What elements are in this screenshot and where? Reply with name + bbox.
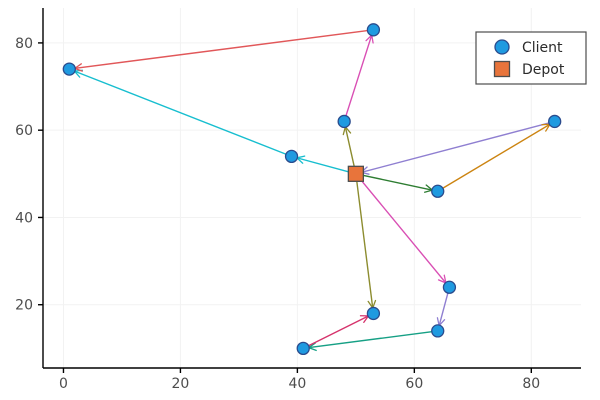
route-arc xyxy=(290,155,357,175)
client-node[interactable] xyxy=(284,149,299,164)
route-route-1 xyxy=(68,68,357,175)
route-arc xyxy=(343,120,357,175)
x-tick-label: 20 xyxy=(172,376,190,392)
nodes xyxy=(62,23,562,356)
route-arc xyxy=(343,29,375,123)
client-node[interactable] xyxy=(337,114,351,129)
y-tick-label: 40 xyxy=(15,210,33,226)
y-tick-label: 80 xyxy=(15,36,33,52)
route-arc xyxy=(437,286,451,332)
x-tick-label: 40 xyxy=(288,376,306,392)
client-node[interactable] xyxy=(442,280,457,294)
legend-marker-circle xyxy=(494,39,510,55)
legend-entry-depot[interactable]: Depot xyxy=(493,60,565,79)
route-arcs xyxy=(68,29,556,352)
route-arc xyxy=(437,120,556,192)
route-arc xyxy=(355,173,375,315)
route-route-8 xyxy=(302,330,439,352)
route-arc xyxy=(68,68,293,158)
x-tick-label: 0 xyxy=(59,376,68,392)
legend-label: Depot xyxy=(522,62,565,78)
client-node[interactable] xyxy=(366,306,381,321)
legend: Client Depot xyxy=(475,31,587,85)
route-arc xyxy=(302,330,439,350)
tick-labels: 0 20 40 60 80 20 40 60 80 xyxy=(15,36,540,392)
legend-marker-square xyxy=(493,60,511,78)
x-tick-label: 60 xyxy=(405,376,423,392)
route-route-3 xyxy=(343,29,451,288)
client-node[interactable] xyxy=(296,341,310,356)
client-node[interactable] xyxy=(548,114,562,129)
route-arc xyxy=(302,312,375,350)
legend-entry-client[interactable]: Client xyxy=(494,39,563,56)
y-tick-label: 20 xyxy=(15,298,33,314)
route-route-2 xyxy=(68,29,375,72)
route-arc xyxy=(68,29,375,70)
axes xyxy=(38,8,581,373)
client-node[interactable] xyxy=(431,324,445,338)
y-tick-label: 60 xyxy=(15,123,33,139)
route-arc xyxy=(355,120,556,175)
client-node[interactable] xyxy=(431,184,445,198)
route-arc xyxy=(355,173,439,192)
depot-node[interactable] xyxy=(347,165,365,182)
route-route-5 xyxy=(355,120,556,332)
route-arc xyxy=(355,173,451,288)
route-route-7 xyxy=(437,120,556,192)
legend-label: Client xyxy=(522,40,563,56)
client-node[interactable] xyxy=(62,62,76,76)
client-node[interactable] xyxy=(366,23,381,37)
x-tick-label: 80 xyxy=(522,376,540,392)
